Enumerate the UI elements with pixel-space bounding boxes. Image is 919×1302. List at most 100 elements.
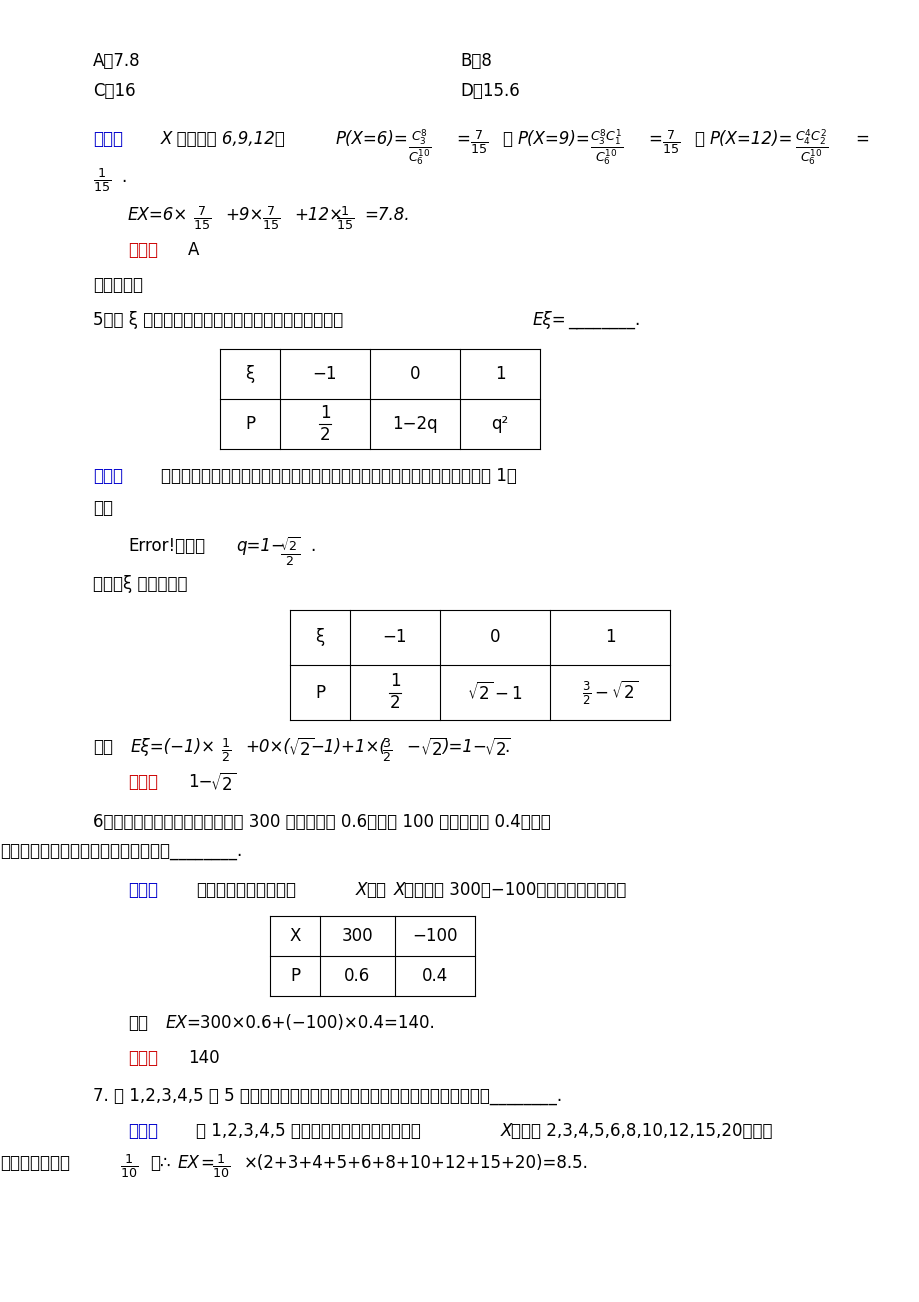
Text: −1)+1×(: −1)+1×( — [310, 738, 385, 756]
Text: )=1−: )=1− — [441, 738, 486, 756]
Text: 所以: 所以 — [128, 1014, 148, 1032]
Text: −: − — [405, 738, 419, 756]
Text: X: X — [289, 927, 301, 945]
Text: 1: 1 — [604, 629, 615, 647]
Text: =: = — [199, 1154, 213, 1172]
Text: =: = — [456, 130, 470, 148]
Text: Error!，解得: Error!，解得 — [128, 536, 205, 555]
Text: −1: −1 — [382, 629, 407, 647]
Text: ξ: ξ — [245, 365, 255, 383]
Text: A．7.8: A．7.8 — [93, 52, 141, 70]
Text: $\sqrt{2}$: $\sqrt{2}$ — [288, 738, 314, 760]
Text: 设此人获利为随机变量: 设此人获利为随机变量 — [196, 881, 296, 898]
Text: 6．在一次商业活动中，某人获利 300 元的概率为 0.6，亏损 100 元的概率为 0.4，此人: 6．在一次商业活动中，某人获利 300 元的概率为 0.6，亏损 100 元的概… — [93, 812, 550, 831]
Text: 答案：: 答案： — [128, 1049, 158, 1068]
Text: 7. 从 1,2,3,4,5 这 5 个数字中任取不同的两个，则这两个数乘积的数学期望是________.: 7. 从 1,2,3,4,5 这 5 个数字中任取不同的两个，则这两个数乘积的数… — [93, 1087, 562, 1105]
Text: Eξ=: Eξ= — [532, 311, 566, 329]
Text: P(X=6)=: P(X=6)= — [335, 130, 408, 148]
Text: X 的取值为 6,9,12，: X 的取值为 6,9,12， — [161, 130, 286, 148]
Text: $\frac{C_3^8}{C_6^{10}}$: $\frac{C_3^8}{C_6^{10}}$ — [407, 128, 431, 168]
Text: ，∴: ，∴ — [150, 1154, 170, 1172]
Text: X: X — [393, 881, 405, 898]
Text: +12×: +12× — [294, 206, 343, 224]
Text: −100: −100 — [412, 927, 458, 945]
Text: $\frac{7}{15}$: $\frac{7}{15}$ — [193, 204, 210, 232]
Text: X: X — [501, 1122, 512, 1141]
Text: ξ: ξ — [315, 629, 324, 647]
Text: 1: 1 — [494, 365, 505, 383]
Text: 0: 0 — [489, 629, 500, 647]
Text: ×(2+3+4+5+6+8+10+12+15+20)=8.5.: ×(2+3+4+5+6+8+10+12+15+20)=8.5. — [244, 1154, 588, 1172]
Text: =7.8.: =7.8. — [364, 206, 409, 224]
Text: P: P — [289, 967, 300, 986]
Text: P: P — [314, 684, 324, 702]
Text: 个值的概率都是: 个值的概率都是 — [0, 1154, 70, 1172]
Text: 于是，ξ 的分布列为: 于是，ξ 的分布列为 — [93, 575, 187, 592]
Text: $\frac{\sqrt{2}}{2}$: $\frac{\sqrt{2}}{2}$ — [279, 535, 301, 568]
Text: =: = — [854, 130, 868, 148]
Text: $\frac{7}{15}$: $\frac{7}{15}$ — [262, 204, 279, 232]
Text: 所以: 所以 — [93, 738, 113, 756]
Text: .: . — [121, 168, 126, 186]
Text: 0.6: 0.6 — [344, 967, 370, 986]
Text: $\frac{1}{2}$: $\frac{1}{2}$ — [221, 736, 231, 764]
Text: 1−: 1− — [187, 773, 212, 792]
Text: P(X=9)=: P(X=9)= — [517, 130, 590, 148]
Text: $\sqrt{2}$: $\sqrt{2}$ — [210, 773, 236, 796]
Text: ________.: ________. — [567, 311, 640, 329]
Text: $\frac{1}{10}$: $\frac{1}{10}$ — [119, 1152, 138, 1180]
Text: B．8: B．8 — [460, 52, 492, 70]
Text: $\sqrt{2}$: $\sqrt{2}$ — [420, 738, 446, 760]
Text: 解析：: 解析： — [128, 1122, 158, 1141]
Text: D．15.6: D．15.6 — [460, 82, 519, 100]
Text: =300×0.6+(−100)×0.4=140.: =300×0.6+(−100)×0.4=140. — [186, 1014, 435, 1032]
Text: 二、填空题: 二、填空题 — [93, 276, 142, 294]
Text: 答案：: 答案： — [128, 241, 158, 259]
Text: ，: ， — [502, 130, 512, 148]
Text: $\frac{C_3^8 C_1^1}{C_6^{10}}$: $\frac{C_3^8 C_1^1}{C_6^{10}}$ — [589, 128, 622, 168]
Text: 解析：: 解析： — [93, 130, 123, 148]
Text: 0: 0 — [409, 365, 420, 383]
Text: $\sqrt{2}$: $\sqrt{2}$ — [483, 738, 510, 760]
Text: 解析：: 解析： — [128, 881, 158, 898]
Text: $\sqrt{2}-1$: $\sqrt{2}-1$ — [467, 681, 522, 703]
Text: Eξ=(−1)×: Eξ=(−1)× — [130, 738, 216, 756]
Text: 在这样的一次商业活动中获利的均值是________.: 在这样的一次商业活动中获利的均值是________. — [0, 842, 242, 861]
Text: 0.4: 0.4 — [422, 967, 448, 986]
Text: ，: ， — [693, 130, 703, 148]
Text: X: X — [356, 881, 367, 898]
Text: 解析：: 解析： — [93, 467, 123, 486]
Text: $\frac{1}{15}$: $\frac{1}{15}$ — [93, 165, 111, 194]
Text: −1: −1 — [312, 365, 337, 383]
Text: C．16: C．16 — [93, 82, 135, 100]
Text: 从 1,2,3,4,5 中任取不同的两个数，其乘积: 从 1,2,3,4,5 中任取不同的两个数，其乘积 — [196, 1122, 420, 1141]
Text: =: = — [647, 130, 661, 148]
Text: 140: 140 — [187, 1049, 220, 1068]
Text: $\frac{7}{15}$: $\frac{7}{15}$ — [662, 128, 679, 156]
Text: 1: 1 — [390, 673, 400, 690]
Text: EX=6×: EX=6× — [128, 206, 188, 224]
Text: 5．设 ξ 是一个离散型随机变量，其分布列如下表，则: 5．设 ξ 是一个离散型随机变量，其分布列如下表，则 — [93, 311, 343, 329]
Text: A: A — [187, 241, 199, 259]
Text: $\frac{C_4^4 C_2^2}{C_6^{10}}$: $\frac{C_4^4 C_2^2}{C_6^{10}}$ — [794, 128, 827, 168]
Text: $\frac{1}{15}$: $\frac{1}{15}$ — [335, 204, 354, 232]
Text: 因为随机变量的概率非负且随机变量取遍所有可能值时相应的概率之和等于 1，: 因为随机变量的概率非负且随机变量取遍所有可能值时相应的概率之和等于 1， — [161, 467, 516, 486]
Text: 答案：: 答案： — [128, 773, 158, 792]
Text: q=1−: q=1− — [236, 536, 285, 555]
Text: EX: EX — [165, 1014, 187, 1032]
Text: $\frac{7}{15}$: $\frac{7}{15}$ — [470, 128, 487, 156]
Text: 300: 300 — [341, 927, 373, 945]
Text: 2: 2 — [319, 426, 330, 444]
Text: P: P — [244, 415, 255, 434]
Text: .: . — [504, 738, 509, 756]
Text: 1−2q: 1−2q — [391, 415, 437, 434]
Text: P(X=12)=: P(X=12)= — [709, 130, 792, 148]
Text: +9×: +9× — [225, 206, 263, 224]
Text: +0×(: +0×( — [244, 738, 289, 756]
Text: 所以: 所以 — [93, 499, 113, 517]
Text: 的值为 2,3,4,5,6,8,10,12,15,20，取每: 的值为 2,3,4,5,6,8,10,12,15,20，取每 — [510, 1122, 772, 1141]
Text: q²: q² — [491, 415, 508, 434]
Text: 2: 2 — [390, 694, 400, 712]
Text: EX: EX — [177, 1154, 199, 1172]
Text: 1: 1 — [319, 404, 330, 422]
